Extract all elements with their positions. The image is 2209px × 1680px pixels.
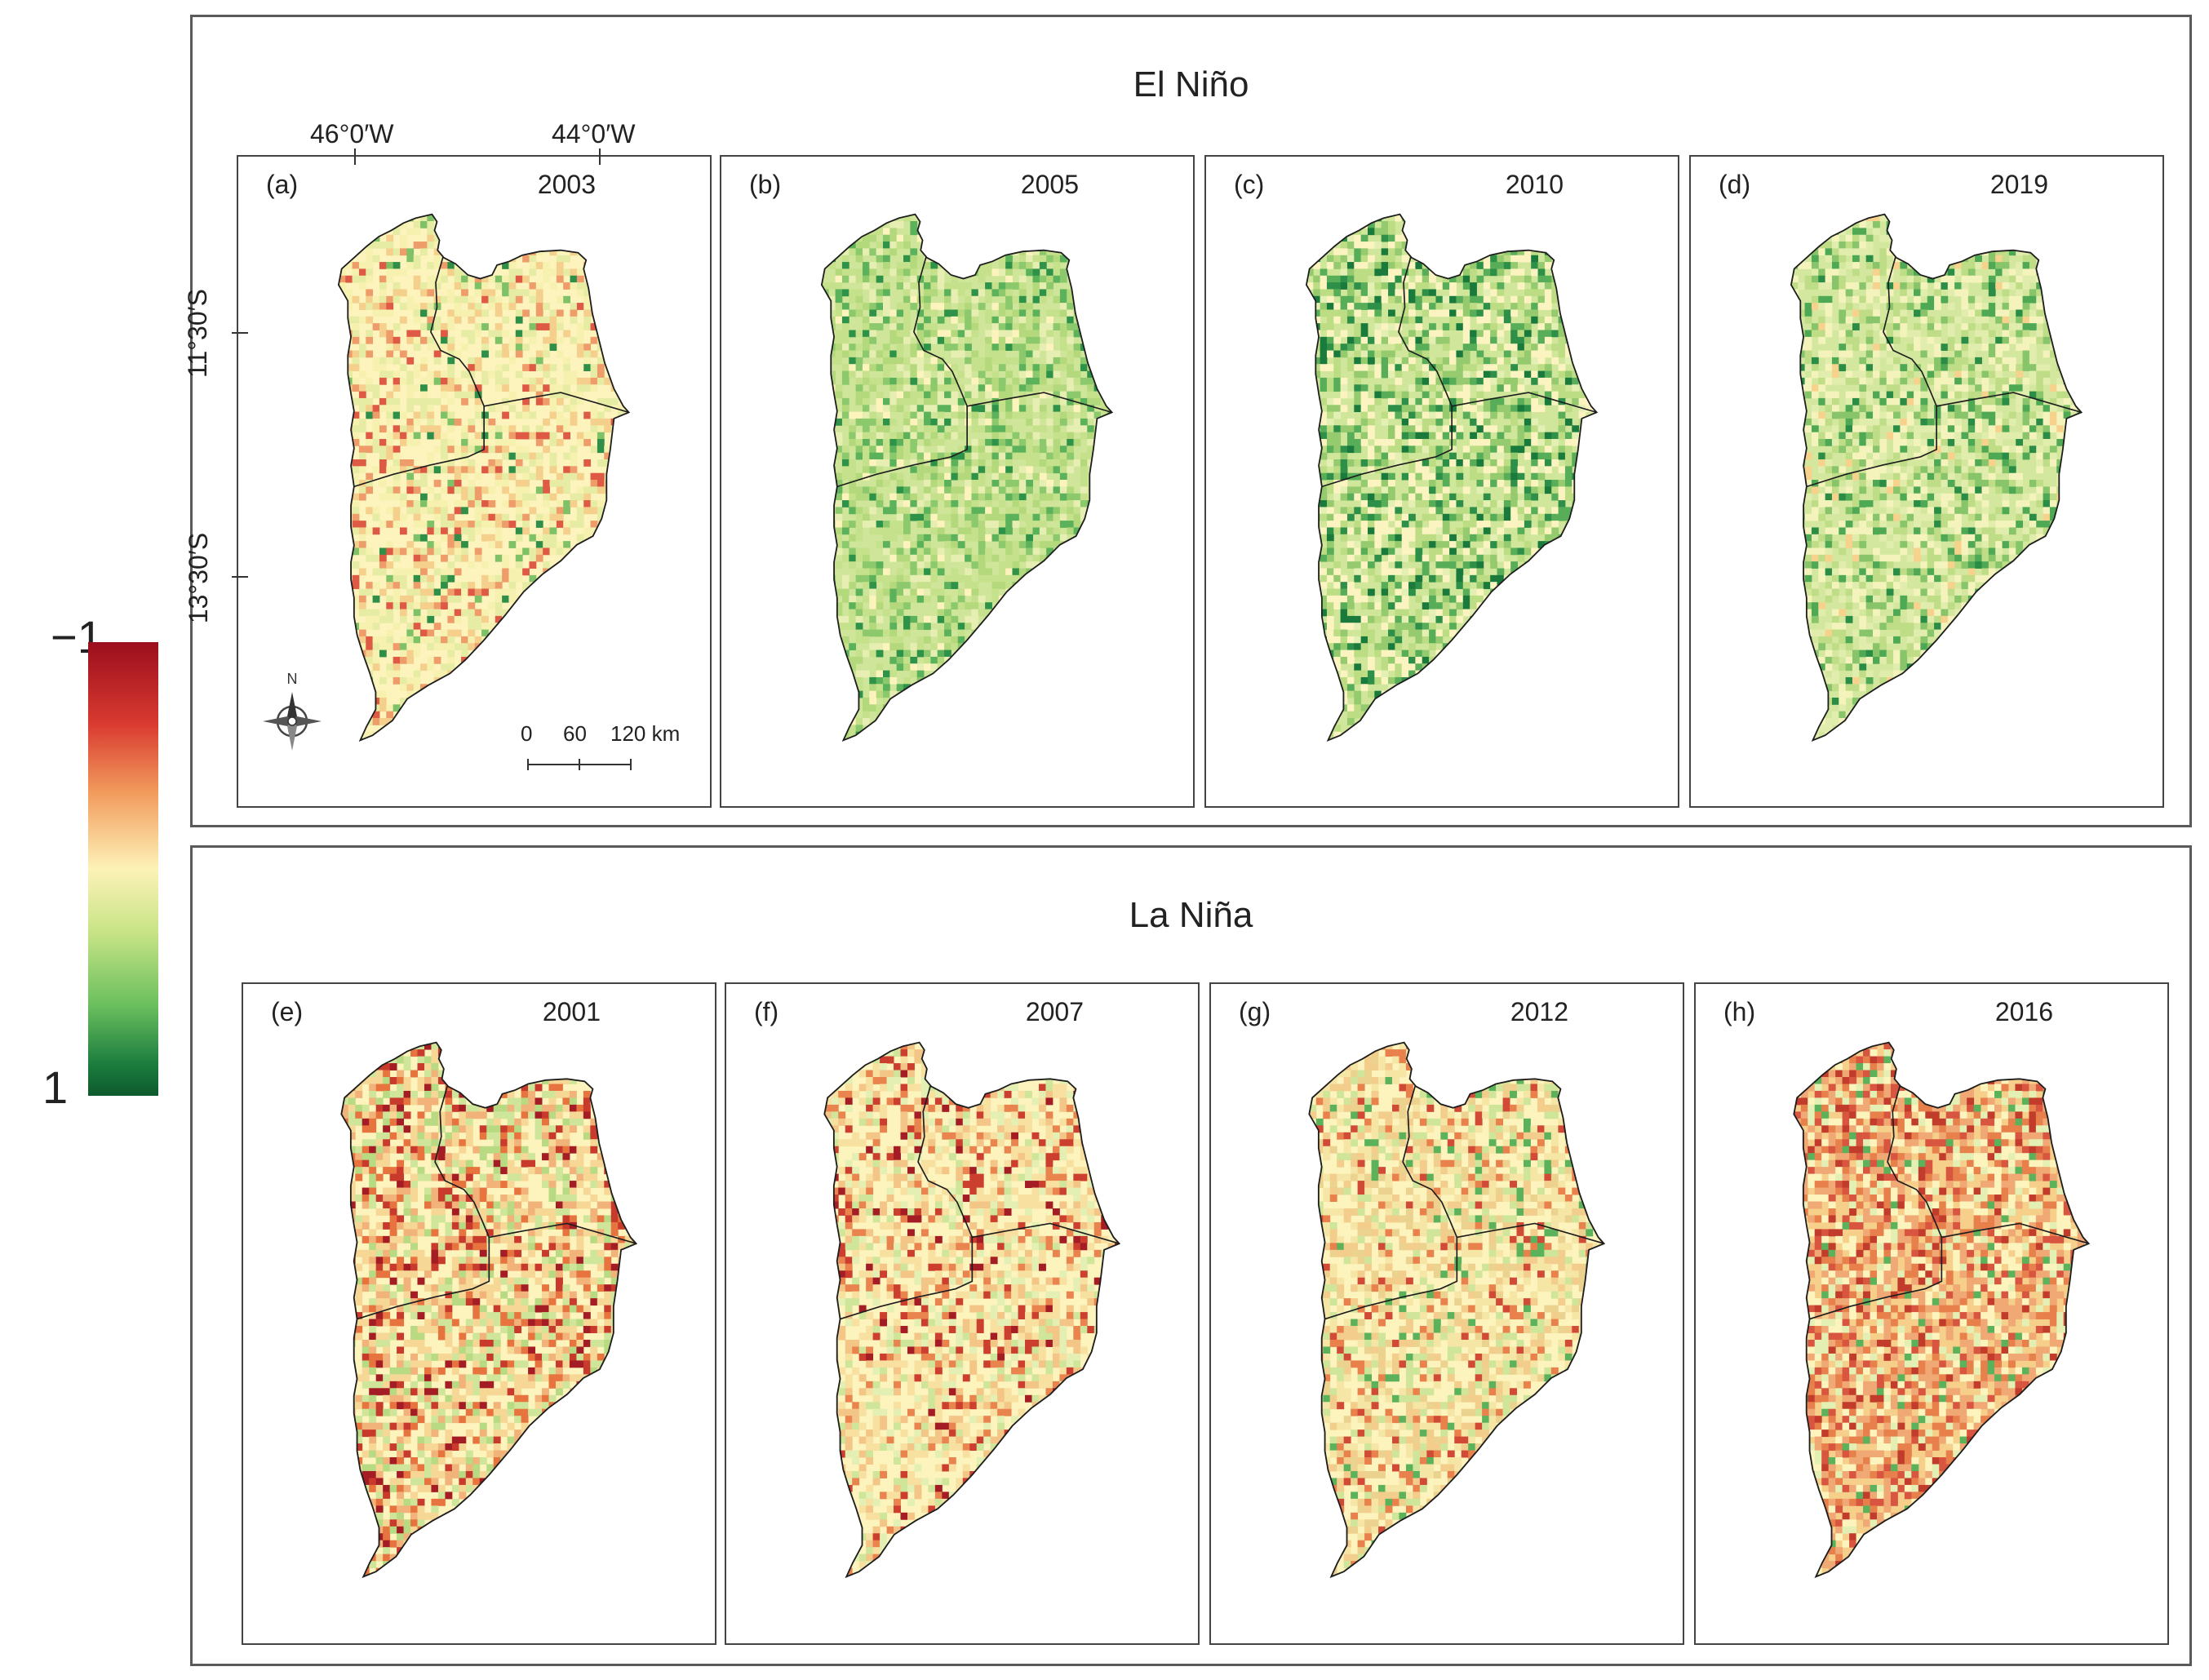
panel-letter: (g) bbox=[1239, 997, 1271, 1026]
basin-outline bbox=[823, 1041, 1121, 1579]
panel-year: 2019 bbox=[1989, 170, 2048, 199]
sub-basin-boundary bbox=[1887, 1084, 1943, 1238]
choropleth-map bbox=[1793, 1041, 2091, 1579]
sub-basin-boundary bbox=[1398, 256, 1453, 407]
panel-year: 2003 bbox=[537, 170, 596, 199]
panel-letter: (f) bbox=[754, 997, 779, 1026]
longitude-label-44w: 44°0′W bbox=[552, 119, 636, 148]
sub-basin-boundary bbox=[434, 1084, 490, 1238]
el-nino-title: El Niño bbox=[1133, 64, 1249, 104]
longitude-tick-44w bbox=[599, 148, 601, 165]
sub-basin-boundary bbox=[357, 1237, 490, 1320]
sub-basin-boundary bbox=[1324, 1237, 1458, 1320]
sub-basin-boundary bbox=[840, 1237, 974, 1320]
basin-outline bbox=[337, 213, 631, 742]
panel-year: 2005 bbox=[1020, 170, 1079, 199]
choropleth-map bbox=[340, 1041, 638, 1579]
panel-year: 2007 bbox=[1025, 997, 1084, 1026]
map-panel-d: (d) 2019 bbox=[1689, 155, 2164, 808]
panel-year: 2010 bbox=[1505, 170, 1564, 199]
panel-year: 2012 bbox=[1510, 997, 1568, 1026]
basin-outline bbox=[340, 1041, 638, 1579]
sub-basin-boundary bbox=[1883, 256, 1937, 407]
basin-outline bbox=[1790, 213, 2083, 742]
latitude-label-1330s: 13°30′S bbox=[184, 532, 214, 624]
map-panel-e: (e) 2001 bbox=[242, 982, 716, 1645]
choropleth-map bbox=[1305, 213, 1599, 742]
sub-basin-boundary bbox=[1402, 1084, 1458, 1238]
colorbar bbox=[88, 642, 158, 1096]
la-nina-title: La Niña bbox=[1129, 895, 1253, 935]
scale-tick-60: 60 bbox=[563, 721, 587, 746]
map-panel-g: (g) 2012 bbox=[1209, 982, 1684, 1645]
sub-basin-boundary bbox=[1321, 406, 1453, 488]
basin-outline bbox=[1793, 1041, 2091, 1579]
colorbar-min-label: 1 bbox=[42, 1062, 69, 1113]
panel-year: 2016 bbox=[1994, 997, 2053, 1026]
sub-basin-boundary bbox=[430, 256, 485, 407]
compass-rose: N bbox=[259, 671, 325, 760]
panel-letter: (a) bbox=[266, 170, 299, 199]
longitude-label-46w: 46°0′W bbox=[310, 119, 394, 148]
longitude-tick-46w bbox=[354, 148, 356, 165]
sub-basin-boundary bbox=[1451, 392, 1597, 414]
map-panel-f: (f) 2007 bbox=[725, 982, 1200, 1645]
choropleth-map bbox=[1790, 213, 2083, 742]
sub-basin-boundary bbox=[836, 406, 968, 488]
choropleth-map bbox=[823, 1041, 1121, 1579]
sub-basin-boundary bbox=[1941, 1222, 2089, 1244]
scale-tick-120: 120 km bbox=[610, 721, 681, 746]
sub-basin-boundary bbox=[483, 392, 629, 414]
latitude-tick-1130s bbox=[232, 332, 248, 334]
sub-basin-boundary bbox=[1457, 1222, 1604, 1244]
choropleth-map bbox=[820, 213, 1114, 742]
map-panel-a: (a) 2003 bbox=[237, 155, 712, 808]
map-panel-h: (h) 2016 bbox=[1694, 982, 2169, 1645]
compass-north-label: N bbox=[286, 671, 298, 687]
panel-letter: (b) bbox=[749, 170, 782, 199]
sub-basin-boundary bbox=[489, 1222, 637, 1244]
sub-basin-boundary bbox=[1809, 1237, 1943, 1320]
basin-outline bbox=[1308, 1041, 1606, 1579]
scale-bar bbox=[527, 759, 632, 770]
latitude-tick-1330s bbox=[232, 576, 248, 578]
sub-basin-boundary bbox=[917, 1084, 974, 1238]
panel-year: 2001 bbox=[542, 997, 601, 1026]
panel-letter: (h) bbox=[1723, 997, 1756, 1026]
basin-outline bbox=[820, 213, 1114, 742]
sub-basin-boundary bbox=[353, 406, 485, 488]
panel-letter: (c) bbox=[1234, 170, 1265, 199]
scale-tick-0: 0 bbox=[521, 721, 533, 746]
sub-basin-boundary bbox=[1936, 392, 2082, 414]
map-panel-c: (c) 2010 bbox=[1204, 155, 1679, 808]
sub-basin-boundary bbox=[966, 392, 1112, 414]
map-panel-b: (b) 2005 bbox=[720, 155, 1195, 808]
basin-outline bbox=[1305, 213, 1599, 742]
sub-basin-boundary bbox=[1806, 406, 1937, 488]
choropleth-map bbox=[337, 213, 631, 742]
compass-icon bbox=[263, 692, 322, 751]
sub-basin-boundary bbox=[972, 1222, 1120, 1244]
sub-basin-boundary bbox=[913, 256, 968, 407]
panel-letter: (d) bbox=[1719, 170, 1751, 199]
panel-letter: (e) bbox=[271, 997, 304, 1026]
choropleth-map bbox=[1308, 1041, 1606, 1579]
latitude-label-1130s: 11°30′S bbox=[182, 289, 212, 378]
